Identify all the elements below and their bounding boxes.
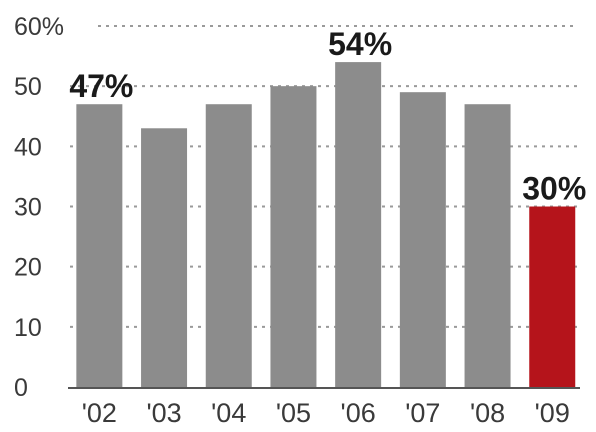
x-category-label: '04 (211, 398, 246, 428)
bar-highlight (529, 206, 576, 387)
data-label: 54% (328, 26, 392, 62)
x-category-label: '02 (82, 398, 117, 428)
bar (399, 92, 446, 387)
x-axis-category-labels: '02 '03 '04 '05 '06 '07 '08 '09 (82, 398, 570, 428)
y-tick-label: 50 (14, 73, 42, 101)
bars (76, 62, 576, 388)
data-label: 30% (522, 171, 586, 207)
y-tick-label: 20 (14, 254, 42, 282)
x-category-label: '09 (535, 398, 570, 428)
bar (335, 62, 382, 387)
y-tick-label: 60% (14, 13, 64, 41)
y-tick-label: 0 (14, 374, 28, 402)
data-label: 47% (69, 68, 133, 104)
y-tick-label: 30 (14, 194, 42, 222)
bar (464, 104, 511, 387)
y-tick-label: 40 (14, 133, 42, 161)
y-axis-tick-labels: 0 10 20 30 40 50 60% (14, 13, 64, 402)
x-category-label: '05 (276, 398, 311, 428)
bar (205, 104, 252, 387)
x-category-label: '07 (405, 398, 440, 428)
gridlines (70, 25, 578, 328)
data-labels: 47% 54% 30% (69, 26, 586, 206)
bar (141, 128, 188, 388)
x-category-label: '06 (341, 398, 376, 428)
x-category-label: '03 (146, 398, 181, 428)
x-category-label: '08 (470, 398, 505, 428)
y-tick-label: 10 (14, 314, 42, 342)
bar (76, 104, 123, 387)
bar (270, 86, 317, 388)
